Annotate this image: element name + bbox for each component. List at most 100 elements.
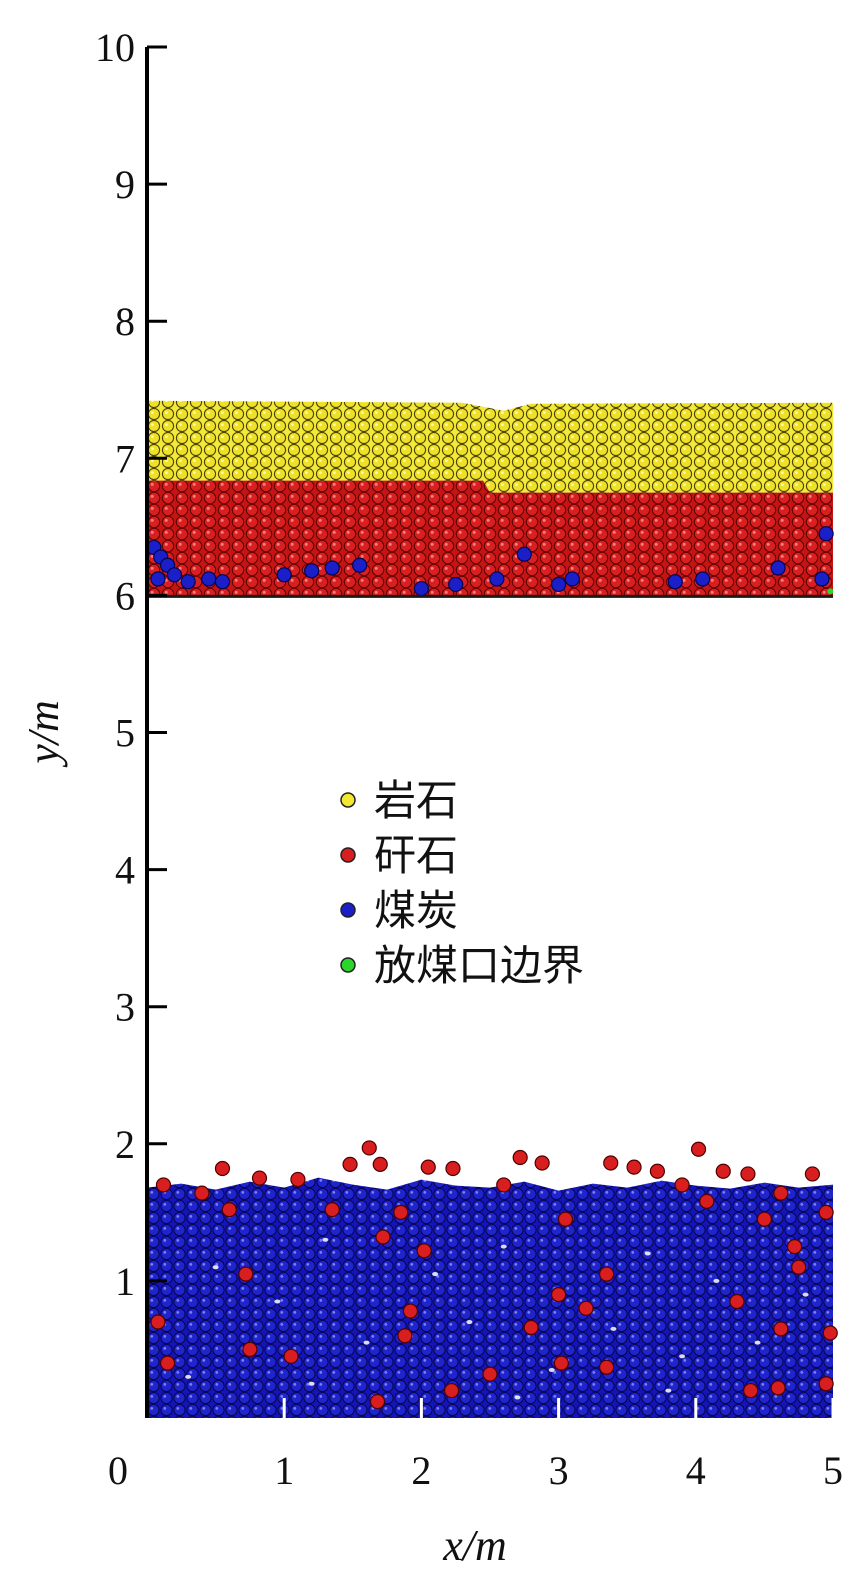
- gangue-particle: [649, 1163, 665, 1179]
- gangue-particle: [194, 1185, 210, 1201]
- axes: 1 2 3 4 5 6 7 8 9 10 0 1 2 3 4 5 x/m y/m: [19, 25, 843, 1570]
- y-tick-label: 6: [115, 573, 135, 618]
- y-tick-label: 5: [115, 711, 135, 756]
- legend-marker: [340, 792, 356, 808]
- gangue-particle: [361, 1140, 377, 1156]
- coal-particle: [770, 560, 786, 576]
- y-tick-label: 8: [115, 299, 135, 344]
- gangue-particle: [770, 1380, 786, 1396]
- y-tick-label: 9: [115, 162, 135, 207]
- coal-particle: [550, 576, 567, 593]
- gangue-particle: [756, 1211, 773, 1227]
- coal-particle: [814, 571, 830, 587]
- gangue-particle: [242, 1341, 258, 1358]
- y-tick-label: 2: [115, 1122, 135, 1167]
- legend-label: 岩石: [374, 776, 458, 825]
- rock-layer: [147, 400, 833, 493]
- draw-boundary-marker: [827, 588, 834, 595]
- coal-void: [363, 1340, 370, 1345]
- gangue-particle: [342, 1156, 358, 1172]
- coal-void: [185, 1374, 192, 1379]
- gangue-layer: [147, 480, 833, 596]
- gangue-particle: [482, 1366, 498, 1382]
- coal-particle: [448, 576, 464, 593]
- gangue-particle: [420, 1159, 436, 1175]
- coal-particle: [304, 563, 320, 579]
- gangue-particle: [534, 1155, 550, 1171]
- coal-void: [644, 1251, 651, 1256]
- gangue-particle: [603, 1155, 619, 1171]
- x-axis-title: x/m: [442, 1521, 507, 1570]
- legend-marker: [340, 902, 356, 918]
- coal-void: [802, 1292, 809, 1297]
- gangue-particle: [690, 1141, 707, 1157]
- gangue-particle: [397, 1328, 413, 1344]
- gangue-particle: [221, 1202, 237, 1218]
- gangue-particle: [599, 1359, 615, 1375]
- y-tick-label: 3: [115, 985, 135, 1030]
- legend-marker: [340, 847, 356, 863]
- gangue-particle: [372, 1156, 388, 1172]
- gangue-particle: [393, 1204, 409, 1220]
- gangue-particle: [290, 1171, 306, 1188]
- gangue-particle: [251, 1170, 268, 1186]
- gangue-particle: [729, 1293, 745, 1310]
- gangue-particle: [553, 1355, 569, 1371]
- coal-particle: [150, 571, 166, 587]
- gangue-particle: [818, 1204, 834, 1220]
- gangue-particle: [740, 1166, 756, 1182]
- gangue-particle: [159, 1355, 176, 1371]
- gangue-particle: [822, 1325, 838, 1341]
- x-tick-label: 5: [823, 1448, 843, 1493]
- x-tick-label: 4: [686, 1448, 706, 1493]
- gangue-particle: [150, 1314, 166, 1330]
- gangue-particle: [804, 1166, 821, 1182]
- coal-void: [322, 1237, 329, 1242]
- coal-particle: [413, 580, 429, 597]
- coal-void: [308, 1381, 315, 1386]
- coal-void: [754, 1340, 761, 1345]
- gangue-particle: [674, 1177, 690, 1193]
- coal-particle: [818, 526, 834, 542]
- gangue-particle: [283, 1348, 299, 1364]
- gangue-particle: [791, 1259, 807, 1275]
- gangue-particle: [599, 1266, 615, 1282]
- plot-area: [146, 400, 838, 1418]
- gangue-particle: [324, 1202, 340, 1218]
- gangue-particle: [523, 1319, 539, 1336]
- y-tick-label: 4: [115, 848, 135, 893]
- y-tick-label: 7: [115, 436, 135, 481]
- coal-void: [274, 1299, 281, 1304]
- y-tick-label: 1: [115, 1259, 135, 1304]
- gangue-particle: [402, 1303, 419, 1319]
- coal-particle: [489, 571, 505, 587]
- gangue-particle: [626, 1159, 642, 1175]
- coal-particle: [166, 567, 183, 583]
- coal-void: [432, 1272, 439, 1277]
- gangue-particle: [557, 1211, 574, 1227]
- gangue-particle: [715, 1163, 731, 1179]
- coal-layer: [147, 1177, 833, 1418]
- coal-void: [548, 1368, 555, 1373]
- gangue-particle: [155, 1177, 172, 1193]
- coal-void: [610, 1326, 617, 1331]
- coal-void: [500, 1244, 507, 1249]
- coal-void: [212, 1265, 219, 1270]
- gangue-particle: [773, 1185, 789, 1201]
- gangue-particle: [443, 1382, 460, 1399]
- coal-particle: [564, 571, 580, 587]
- coal-void: [514, 1395, 521, 1400]
- gangue-particle: [699, 1193, 715, 1209]
- gangue-particle: [416, 1243, 432, 1259]
- coal-void: [665, 1388, 672, 1393]
- gangue-particle: [512, 1149, 528, 1166]
- gangue-particle: [786, 1239, 803, 1255]
- coal-particle: [667, 574, 683, 590]
- gangue-particle: [578, 1300, 594, 1316]
- gangue-particle: [496, 1177, 512, 1193]
- coal-particle: [201, 571, 217, 587]
- coal-particle: [276, 567, 292, 583]
- coal-particle: [214, 574, 231, 590]
